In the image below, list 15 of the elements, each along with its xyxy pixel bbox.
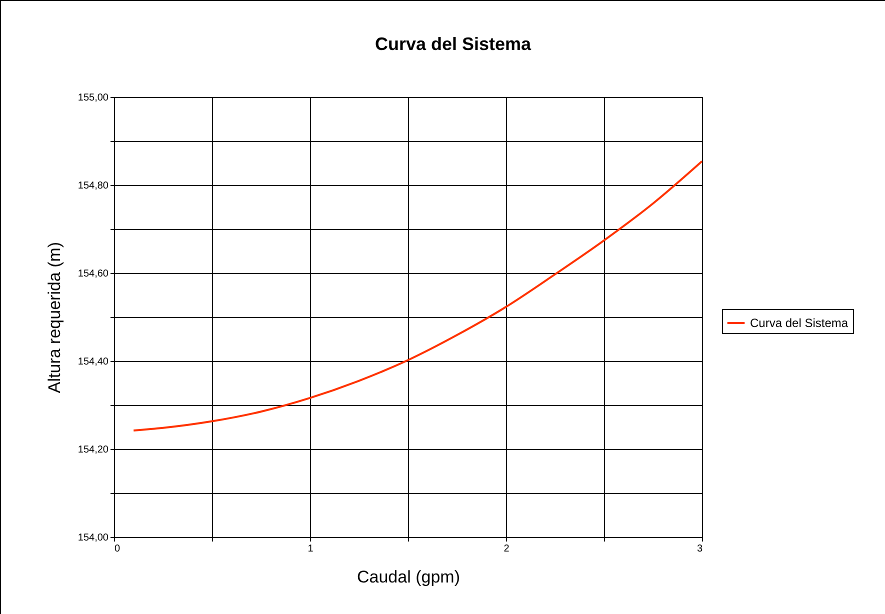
- x-axis-title: Caudal (gpm): [357, 568, 460, 586]
- y-tick-label: 154,40: [78, 356, 109, 368]
- y-tick-label: 154,00: [78, 532, 109, 544]
- x-tick-label: 1: [308, 544, 314, 554]
- line-series: [132, 160, 703, 432]
- y-tick-label: 155,00: [78, 92, 109, 104]
- y-tick-label: 154,20: [78, 444, 109, 456]
- x-tick-label: 0: [114, 544, 120, 554]
- x-tick-label: 2: [504, 544, 510, 554]
- legend-label: Curva del Sistema: [750, 316, 848, 330]
- y-tick-label: 154,60: [78, 268, 109, 280]
- chart-title: Curva del Sistema: [374, 34, 532, 54]
- y-tick-label: 154,80: [78, 180, 109, 192]
- x-tick-label: 3: [696, 544, 703, 554]
- y-axis-title: Altura requerida (m): [44, 242, 64, 394]
